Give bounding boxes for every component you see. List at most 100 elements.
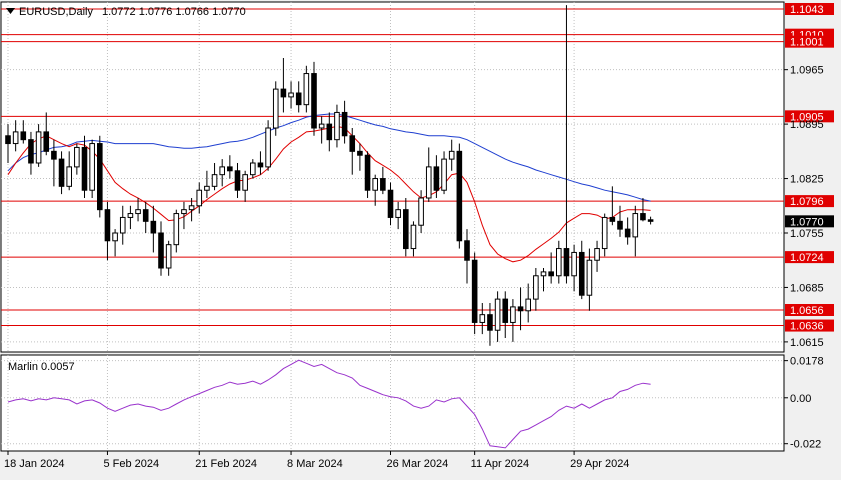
indicator-plot-background[interactable] [0,354,785,452]
candle[interactable] [502,291,509,338]
candle[interactable] [188,198,195,222]
candle[interactable] [112,229,118,257]
level-price-tag[interactable] [785,304,834,316]
level-price-tag[interactable] [785,195,834,208]
candle[interactable] [173,209,180,253]
last-price-tag[interactable] [785,215,834,228]
candle[interactable] [563,5,570,284]
candle[interactable] [181,201,187,230]
candle[interactable] [479,303,486,335]
candle[interactable] [265,120,271,171]
candle[interactable] [410,221,417,257]
candle[interactable] [632,205,639,257]
candle[interactable] [135,198,141,222]
candle[interactable] [517,287,524,331]
candle[interactable] [380,166,386,195]
candle[interactable] [51,139,57,187]
candle[interactable] [395,201,401,230]
candle[interactable] [280,58,287,113]
candle[interactable] [448,139,455,171]
candle[interactable] [35,124,42,167]
candle[interactable] [74,143,80,175]
candle[interactable] [510,299,516,342]
candle[interactable] [640,198,646,222]
candle[interactable] [211,163,218,191]
candle[interactable] [456,143,463,249]
candle[interactable] [471,252,478,335]
candles[interactable] [5,5,654,346]
level-price-tag[interactable] [785,35,834,48]
candle[interactable] [311,61,317,136]
candle[interactable] [303,65,310,113]
time-axis[interactable]: 18 Jan 2024 5 Feb 2024 21 Feb 2024 8 Mar 20… [4,451,629,470]
candle[interactable] [548,252,554,284]
dropdown-triangle-icon[interactable] [6,8,15,14]
candle[interactable] [12,120,19,152]
candle[interactable] [609,186,616,226]
candle[interactable] [250,159,256,179]
candle[interactable] [81,135,88,198]
main-plot-background[interactable] [0,1,785,353]
candle[interactable] [556,240,562,284]
candle[interactable] [441,151,447,195]
candle[interactable] [586,248,593,311]
candle[interactable] [219,159,225,187]
candle[interactable] [272,81,279,136]
candle[interactable] [89,139,95,198]
candle[interactable] [349,128,356,175]
level-price-tag[interactable] [785,251,834,264]
candle[interactable] [204,170,210,198]
candle[interactable] [234,163,241,198]
level-price-tag[interactable] [785,319,834,332]
candle[interactable] [578,240,585,300]
candle[interactable] [334,104,340,148]
candle[interactable] [594,240,600,272]
candle[interactable] [43,112,50,156]
level-price-tag[interactable] [785,3,834,15]
candle[interactable] [295,81,302,113]
candle[interactable] [647,216,654,225]
candle[interactable] [341,100,348,144]
level-price-tag[interactable] [785,110,834,123]
candle[interactable] [525,283,532,323]
candle[interactable] [418,190,424,233]
candle[interactable] [425,147,432,202]
candle[interactable] [433,155,440,198]
candle[interactable] [601,213,608,257]
candle[interactable] [127,205,134,230]
candle[interactable] [372,174,378,206]
candle[interactable] [196,182,203,214]
candle[interactable] [242,170,248,202]
price-axis[interactable]: 1.0965 1.0895 1.0825 1.0755 1.0685 1.0615 1.07… [784,65,834,349]
candle[interactable] [20,120,27,144]
candle[interactable] [487,303,493,346]
horizontal-levels[interactable]: 1.10431.10101.10011.09051.07961.07241.06… [1,3,834,333]
candle[interactable] [624,217,631,245]
candle[interactable] [5,124,11,163]
candle[interactable] [288,81,294,109]
candle[interactable] [540,268,547,292]
candle[interactable] [533,268,539,311]
candle[interactable] [387,182,394,226]
indicator-axis[interactable]: 0.0178 0.00 -0.022 [784,356,824,451]
candle[interactable] [364,151,371,198]
candle[interactable] [227,155,233,179]
candle[interactable] [357,143,363,171]
candle[interactable] [104,201,111,261]
candle[interactable] [617,205,623,237]
candle[interactable] [150,205,157,253]
candle[interactable] [257,151,264,175]
candle[interactable] [66,151,73,191]
candle[interactable] [58,151,65,195]
candle[interactable] [142,201,149,233]
candle[interactable] [403,198,409,257]
candle[interactable] [494,291,501,342]
candle[interactable] [326,112,333,152]
candle[interactable] [165,240,172,276]
level-price-tag[interactable] [785,28,834,41]
candle[interactable] [119,205,126,245]
candle[interactable] [464,229,470,284]
candle[interactable] [97,135,103,218]
candle[interactable] [318,116,325,144]
candle[interactable] [571,244,577,292]
